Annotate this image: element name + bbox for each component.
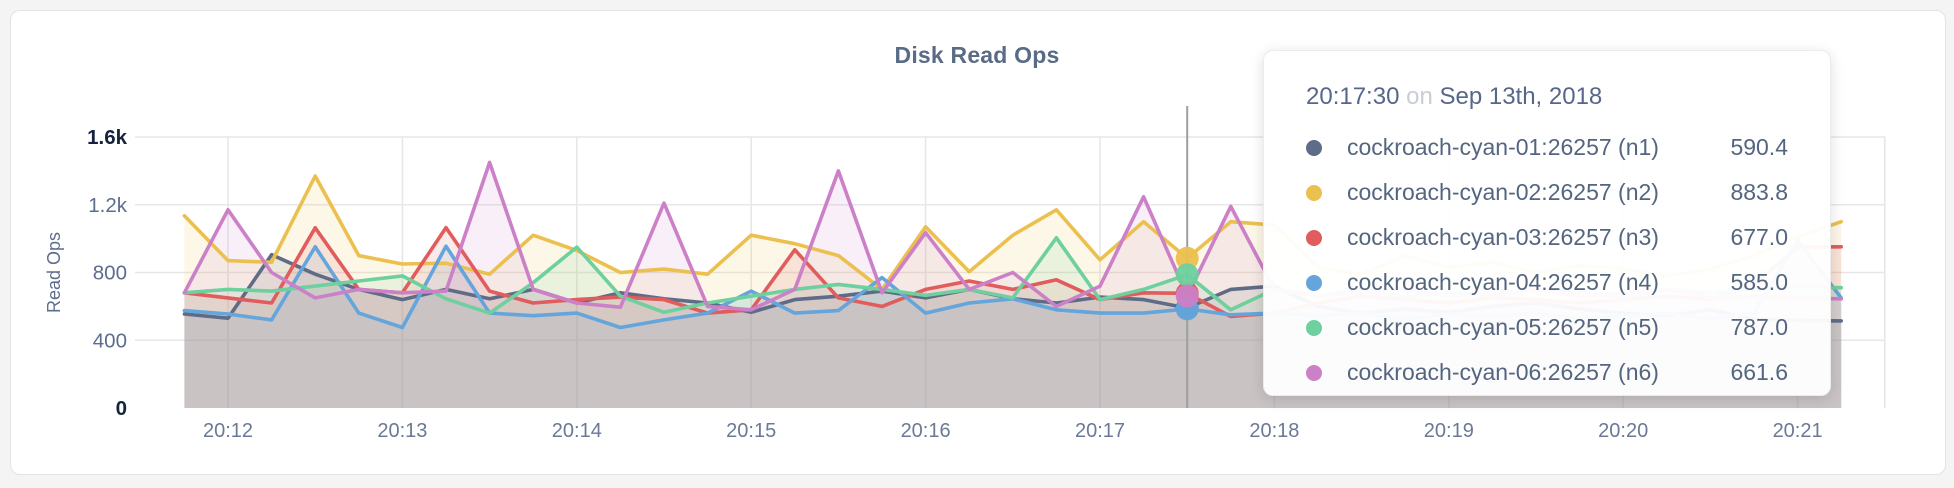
tooltip-series-name: cockroach-cyan-06:26257 (n6) [1347, 359, 1659, 385]
y-tick-label: 1.2k [88, 194, 127, 217]
tooltip-date: Sep 13th, 2018 [1439, 83, 1603, 110]
tooltip-series-row: cockroach-cyan-05:26257 (n5) 787.0 [1306, 305, 1788, 350]
y-tick-label: 1.6k [87, 126, 127, 149]
tooltip-series-value: 787.0 [1730, 314, 1788, 340]
x-tick-label: 20:21 [1773, 420, 1823, 442]
highlight-dot-n2 [1175, 246, 1199, 270]
highlight-dot-n6 [1175, 284, 1199, 308]
x-tick-label: 20:15 [726, 420, 776, 442]
hover-tooltip: 20:17:30 on Sep 13th, 2018 cockroach-cya… [1263, 50, 1831, 396]
chart-title: Disk Read Ops [894, 42, 1060, 68]
x-tick-label: 20:13 [377, 420, 427, 442]
tooltip-series-name: cockroach-cyan-01:26257 (n1) [1347, 134, 1659, 160]
series-color-dot-icon [1306, 274, 1322, 291]
tooltip-series-row: cockroach-cyan-04:26257 (n4) 585.0 [1306, 260, 1788, 305]
tooltip-series-value: 585.0 [1730, 269, 1788, 295]
x-tick-label: 20:12 [203, 420, 253, 442]
y-tick-label: 800 [93, 262, 127, 285]
tooltip-header: 20:17:30 on Sep 13th, 2018 [1306, 79, 1788, 115]
tooltip-series-list: cockroach-cyan-01:26257 (n1) 590.4 cockroa… [1306, 125, 1788, 395]
y-tick-label: 400 [93, 329, 127, 352]
tooltip-series-value: 590.4 [1730, 134, 1788, 160]
highlight-dot-n5 [1175, 263, 1199, 287]
tooltip-series-row: cockroach-cyan-03:26257 (n3) 677.0 [1306, 215, 1788, 260]
series-color-dot-icon [1306, 184, 1322, 201]
tooltip-time: 20:17:30 [1306, 83, 1400, 110]
series-color-dot-icon [1306, 364, 1322, 381]
x-tick-label: 20:16 [901, 420, 951, 442]
tooltip-series-value: 677.0 [1730, 224, 1788, 250]
tooltip-series-name: cockroach-cyan-02:26257 (n2) [1347, 179, 1659, 205]
tooltip-series-name: cockroach-cyan-04:26257 (n4) [1347, 269, 1659, 295]
tooltip-series-value: 883.8 [1730, 179, 1788, 205]
tooltip-series-row: cockroach-cyan-01:26257 (n1) 590.4 [1306, 125, 1788, 170]
tooltip-series-value: 661.6 [1730, 359, 1788, 385]
y-tick-label: 0 [116, 397, 127, 420]
x-tick-label: 20:19 [1424, 420, 1474, 442]
tooltip-series-row: cockroach-cyan-06:26257 (n6) 661.6 [1306, 350, 1788, 395]
x-tick-label: 20:18 [1249, 420, 1299, 442]
tooltip-series-name: cockroach-cyan-05:26257 (n5) [1347, 314, 1659, 340]
x-tick-label: 20:14 [552, 420, 602, 442]
tooltip-series-row: cockroach-cyan-02:26257 (n2) 883.8 [1306, 170, 1788, 215]
series-color-dot-icon [1306, 319, 1322, 336]
x-tick-label: 20:17 [1075, 420, 1125, 442]
y-axis-title: Read Ops [44, 232, 64, 313]
tooltip-series-name: cockroach-cyan-03:26257 (n3) [1347, 224, 1659, 250]
x-tick-label: 20:20 [1598, 420, 1648, 442]
tooltip-on-word: on [1406, 83, 1433, 110]
series-color-dot-icon [1306, 229, 1322, 246]
series-color-dot-icon [1306, 139, 1322, 156]
